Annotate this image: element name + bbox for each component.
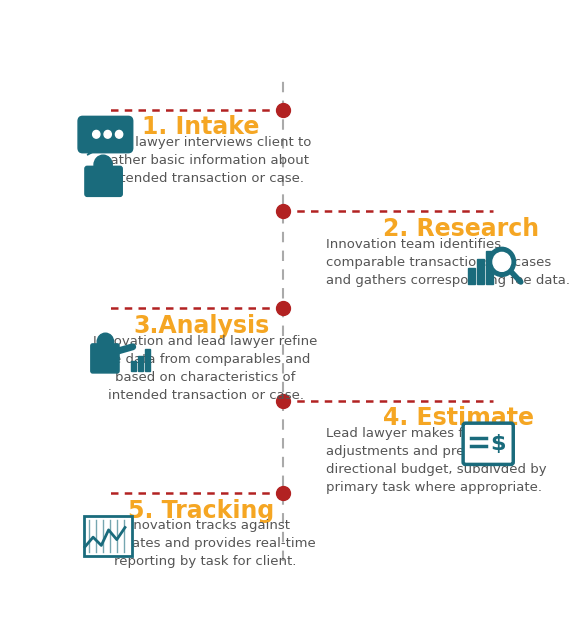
Text: Innovation tracks against
estimates and provides real-time
reporting by task for: Innovation tracks against estimates and … [95, 519, 316, 568]
Circle shape [94, 155, 112, 175]
Text: 1. Intake: 1. Intake [142, 115, 260, 139]
Text: $: $ [490, 434, 506, 454]
Bar [145, 349, 149, 371]
Bar [477, 260, 483, 284]
Text: Innovation team identifies
comparable transactions or cases
and gathers correspo: Innovation team identifies comparable tr… [326, 238, 570, 287]
Bar [131, 362, 136, 371]
Bar [486, 251, 493, 284]
FancyBboxPatch shape [78, 117, 133, 152]
FancyBboxPatch shape [91, 344, 119, 373]
Circle shape [115, 130, 123, 138]
Polygon shape [87, 147, 101, 155]
Circle shape [97, 333, 113, 351]
Text: 2. Research: 2. Research [383, 217, 540, 241]
Text: Innovation and lead lawyer refine
fee data from comparables and
based on charact: Innovation and lead lawyer refine fee da… [93, 335, 318, 402]
Circle shape [488, 248, 516, 277]
Text: 4. Estimate: 4. Estimate [383, 406, 534, 430]
Bar [138, 355, 143, 371]
Bar [468, 268, 475, 284]
Text: Lead lawyer interviews client to
gather basic information about
intended transac: Lead lawyer interviews client to gather … [99, 135, 312, 185]
Circle shape [93, 130, 100, 138]
Text: 3.Analysis: 3.Analysis [133, 314, 269, 338]
Text: 5. Tracking: 5. Tracking [128, 498, 274, 523]
Circle shape [493, 253, 511, 272]
Text: Lead lawyer makes final
adjustments and presents
directional budget, subdivded b: Lead lawyer makes final adjustments and … [326, 427, 547, 494]
FancyBboxPatch shape [83, 517, 132, 556]
Circle shape [104, 130, 111, 138]
FancyBboxPatch shape [463, 423, 513, 464]
FancyBboxPatch shape [85, 166, 122, 197]
